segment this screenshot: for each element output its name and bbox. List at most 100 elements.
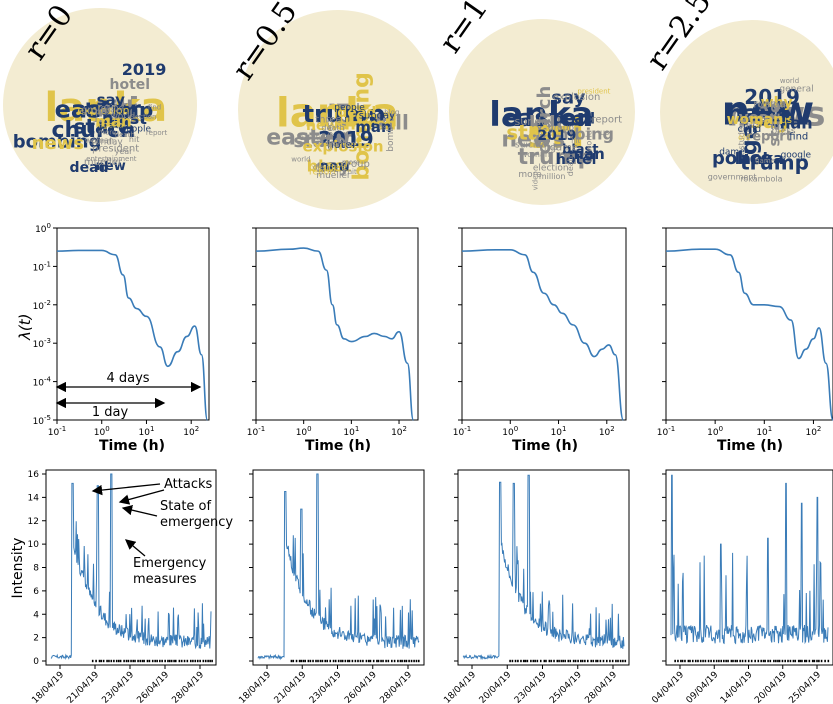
word: easter xyxy=(266,126,345,151)
word: world xyxy=(780,77,799,85)
word: president xyxy=(309,163,347,172)
event-mark xyxy=(580,659,582,663)
event-mark xyxy=(805,659,808,663)
event-mark xyxy=(760,659,762,663)
y-tick-label: 10-2 xyxy=(33,299,51,312)
callout-state-text: State of emergency xyxy=(160,499,233,530)
word: state xyxy=(74,115,132,139)
word: find xyxy=(789,131,808,142)
word: more xyxy=(342,159,360,167)
x-tick-label: 23/04/19 xyxy=(100,670,136,704)
wordcloud-r0: srilankaeasterkillchurchtrumpstatebombin… xyxy=(3,8,197,202)
y-tick-label: 10-5 xyxy=(33,414,51,427)
word: 2019 xyxy=(122,60,167,79)
word: explosion xyxy=(303,137,384,155)
event-mark xyxy=(391,659,393,663)
word: more xyxy=(98,128,116,136)
event-mark xyxy=(156,659,158,663)
word: hotel xyxy=(327,138,355,151)
kernel-xlabel-2: Time (h) xyxy=(512,438,578,454)
axes-frame xyxy=(461,227,627,421)
event-mark xyxy=(534,659,536,663)
word: 2019 xyxy=(537,128,576,144)
x-tick-label: 23/04/19 xyxy=(308,670,344,704)
x-tick-exp: 1 xyxy=(562,425,566,433)
event-mark xyxy=(808,659,811,663)
event-mark xyxy=(567,659,570,663)
event-mark xyxy=(784,659,786,663)
event-mark xyxy=(609,659,611,663)
word: find xyxy=(148,103,161,111)
event-mark xyxy=(347,659,349,663)
y-tick-label: 8 xyxy=(33,564,39,574)
kernel-panel: 10-1 100 101 102 xyxy=(657,227,833,438)
word: news xyxy=(727,95,826,135)
event-mark xyxy=(204,659,207,663)
word: report xyxy=(591,114,622,125)
event-mark xyxy=(536,659,539,663)
word: general xyxy=(779,84,813,94)
intensity-line xyxy=(670,474,829,645)
y-tick-exp: -4 xyxy=(44,376,52,384)
y-tick-label: 4 xyxy=(33,610,39,620)
event-mark xyxy=(517,659,519,663)
event-mark xyxy=(545,659,547,663)
y-tick-label: 10-3 xyxy=(33,337,51,350)
event-mark xyxy=(734,659,737,663)
event-mark xyxy=(100,659,103,663)
event-mark xyxy=(359,659,362,663)
callout-state-arrow xyxy=(121,505,158,517)
y-tick-label: 10-1 xyxy=(33,260,51,273)
event-mark xyxy=(173,659,175,663)
callout-state-of-emergency: State of emergency xyxy=(160,499,233,530)
word: death xyxy=(566,153,575,176)
word: world xyxy=(110,112,135,122)
x-tick-label: 18/04/19 xyxy=(30,670,66,704)
event-mark xyxy=(170,659,173,663)
word: get xyxy=(738,113,763,155)
event-mark xyxy=(617,659,619,663)
word: child xyxy=(737,124,761,135)
event-mark xyxy=(410,659,413,663)
word: bombing xyxy=(349,72,374,180)
x-tick-label: 04/04/19 xyxy=(650,670,686,704)
event-mark xyxy=(146,659,149,663)
word: blog xyxy=(384,108,399,116)
word: mueller xyxy=(84,157,123,168)
event-mark xyxy=(816,659,818,663)
word: easter xyxy=(502,104,589,132)
event-mark xyxy=(592,659,595,663)
event-mark xyxy=(108,659,110,663)
word: government xyxy=(708,173,757,182)
axes-frame xyxy=(255,227,419,421)
word: press xyxy=(95,107,119,117)
event-mark xyxy=(408,659,410,663)
event-mark xyxy=(415,659,418,663)
event-mark xyxy=(357,659,359,663)
word: 2019 xyxy=(744,85,800,109)
callout-measures-arrow xyxy=(125,539,146,557)
event-mark xyxy=(615,659,617,663)
word: explosion xyxy=(77,104,129,117)
wordcloud-circle xyxy=(660,20,833,204)
event-mark xyxy=(794,659,797,663)
event-mark xyxy=(397,659,399,663)
word: say xyxy=(316,156,350,177)
event-mark xyxy=(811,659,814,663)
word: state xyxy=(506,121,564,145)
word: dead xyxy=(70,160,109,176)
event-mark xyxy=(186,659,189,663)
event-mark xyxy=(192,659,194,663)
event-mark xyxy=(715,659,718,663)
event-mark xyxy=(130,659,132,663)
event-mark xyxy=(354,659,357,663)
word: dead xyxy=(553,110,595,128)
x-tick-label: 28/04/19 xyxy=(170,670,206,704)
event-mark xyxy=(139,659,142,663)
x-tick-label: 100 xyxy=(94,425,110,438)
event-mark xyxy=(372,659,375,663)
word: hit xyxy=(348,168,357,176)
word: lanka xyxy=(276,90,399,136)
kernel-line xyxy=(56,249,209,421)
